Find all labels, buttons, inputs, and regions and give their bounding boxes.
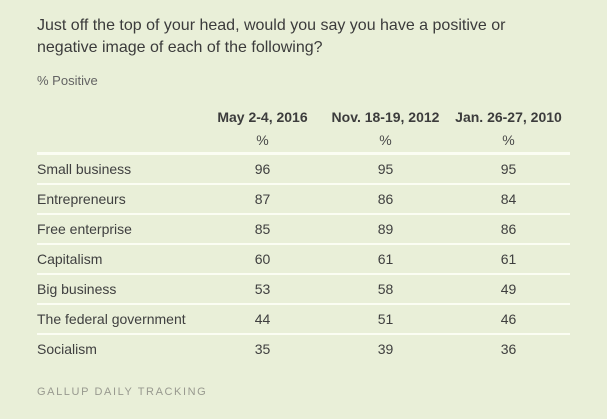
table-row: Small business 96 95 95 — [37, 154, 570, 184]
source-attribution: GALLUP DAILY TRACKING — [37, 385, 208, 398]
table-row: Socialism 35 39 36 — [37, 333, 570, 364]
cell-value: 86 — [377, 190, 394, 207]
row-label: Free enterprise — [37, 220, 132, 237]
unit-percent-sign: % — [502, 132, 515, 148]
table-row: Free enterprise 85 89 86 — [37, 213, 570, 244]
cell-value: 36 — [500, 341, 517, 357]
table-row: Entrepreneurs 87 86 84 — [37, 183, 570, 214]
cell-value: 84 — [500, 190, 517, 207]
cell-value: 51 — [377, 310, 394, 327]
cell-value: 87 — [254, 190, 271, 207]
cell-value: 89 — [377, 220, 394, 237]
cell-value: 44 — [254, 310, 271, 327]
subtitle-percent-positive: % Positive — [37, 73, 98, 88]
cell-value: 61 — [377, 250, 394, 267]
page-title: Just off the top of your head, would you… — [37, 17, 506, 56]
cell-value: 95 — [500, 160, 517, 177]
row-label: Big business — [37, 280, 117, 297]
row-label: Socialism — [37, 341, 97, 357]
cell-value: 49 — [500, 280, 517, 297]
column-header-2010: Jan. 26-27, 2010 — [455, 109, 562, 125]
column-header-2016: May 2-4, 2016 — [217, 109, 308, 125]
cell-value: 46 — [500, 310, 517, 327]
cell-value: 58 — [377, 280, 394, 297]
cell-value: 95 — [377, 160, 394, 177]
table-row: Big business 53 58 49 — [37, 273, 570, 304]
cell-value: 61 — [500, 250, 517, 267]
cell-value: 35 — [254, 341, 271, 357]
cell-value: 53 — [254, 280, 271, 297]
cell-value: 96 — [254, 160, 271, 177]
cell-value: 85 — [254, 220, 271, 237]
row-label: Capitalism — [37, 250, 103, 267]
unit-percent-sign: % — [256, 132, 269, 148]
cell-value: 60 — [254, 250, 271, 267]
table-row: Capitalism 60 61 61 — [37, 243, 570, 274]
table-unit-row: % % % — [37, 132, 570, 154]
table-body: Small business 96 95 95 Entrepreneurs 87 86 84 F… — [37, 154, 570, 364]
table-header-row: May 2-4, 2016 Nov. 18-19, 2012 Jan. 26-2… — [37, 102, 570, 132]
unit-percent-sign: % — [379, 132, 392, 148]
table-row: The federal government 44 51 46 — [37, 303, 570, 334]
row-label: Small business — [37, 160, 132, 177]
column-header-2012: Nov. 18-19, 2012 — [331, 109, 440, 125]
cell-value: 39 — [377, 341, 394, 357]
unit-empty-cell — [37, 132, 201, 154]
row-label: The federal government — [37, 310, 186, 327]
row-label: Entrepreneurs — [37, 190, 126, 207]
header-empty-cell — [37, 102, 201, 132]
cell-value: 86 — [500, 220, 517, 237]
poll-results-table: May 2-4, 2016 Nov. 18-19, 2012 Jan. 26-2… — [37, 102, 570, 364]
